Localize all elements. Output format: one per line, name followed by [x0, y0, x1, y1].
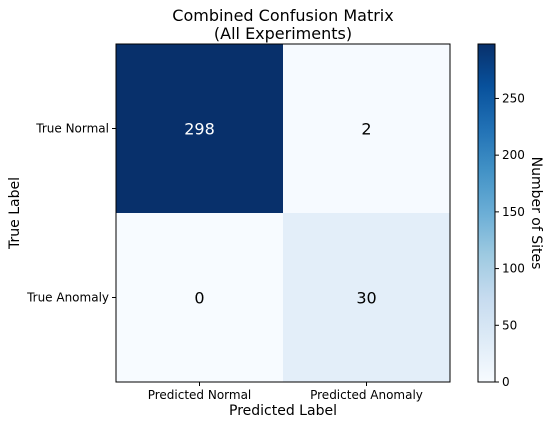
heatmap-cell — [116, 213, 283, 382]
chart-title: Combined Confusion Matrix — [172, 6, 393, 25]
chart-subtitle: (All Experiments) — [214, 24, 352, 43]
colorbar-tick-label: 200 — [502, 148, 525, 162]
heatmap-cell — [283, 44, 450, 213]
x-tick-label: Predicted Anomaly — [310, 388, 423, 402]
heatmap-cell — [116, 44, 283, 213]
heatmap-cells: 298 2 0 30 — [116, 44, 450, 382]
x-axis-label: Predicted Label — [229, 403, 337, 419]
colorbar-ticks: 0 50 100 150 200 250 — [495, 91, 525, 389]
cell-value-label: 0 — [194, 289, 204, 308]
colorbar-tick-label: 150 — [502, 205, 525, 219]
heatmap-cell — [283, 213, 450, 382]
cell-value-label: 30 — [356, 289, 376, 308]
colorbar-tick-label: 250 — [502, 91, 525, 105]
cell-value-label: 2 — [361, 120, 371, 139]
cell-value-label: 298 — [184, 120, 215, 139]
y-axis-ticks: True Normal True Anomaly — [26, 122, 116, 305]
x-tick-label: Predicted Normal — [148, 388, 252, 402]
colorbar-tick-label: 0 — [502, 375, 510, 389]
y-axis-label: True Label — [7, 177, 23, 250]
plot-frame — [115, 43, 451, 383]
colorbar-label: Number of Sites — [528, 157, 544, 270]
y-tick-label: True Normal — [35, 122, 109, 136]
x-axis-ticks: Predicted Normal Predicted Anomaly — [148, 382, 423, 402]
colorbar — [477, 43, 496, 383]
y-tick-label: True Anomaly — [26, 291, 109, 305]
colorbar-tick-label: 100 — [502, 262, 525, 276]
colorbar-tick-label: 50 — [502, 318, 517, 332]
